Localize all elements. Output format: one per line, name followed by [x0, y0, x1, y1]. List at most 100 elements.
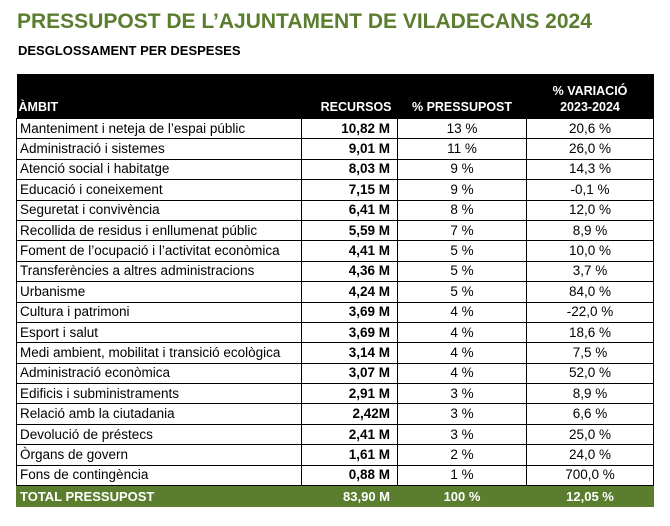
row-ambit: Manteniment i neteja de l’espai públic — [16, 117, 302, 140]
header-ambit: ÀMBIT — [16, 74, 302, 119]
header-variacio-line2: 2023-2024 — [560, 100, 620, 114]
row-recursos: 4,41 M — [301, 240, 398, 262]
total-variacio: 12,05 % — [526, 485, 654, 508]
row-variacio: 6,6 % — [526, 403, 654, 425]
header-variacio: % VARIACIÓ 2023-2024 — [526, 74, 654, 119]
row-pressupost: 3 % — [397, 423, 527, 446]
table-row: Recollida de residus i enllumenat públic… — [16, 219, 654, 242]
row-variacio: 14,3 % — [526, 158, 654, 181]
table-header: ÀMBIT RECURSOS % PRESSUPOST % VARIACIÓ 2… — [16, 74, 654, 119]
table-body: Manteniment i neteja de l’espai públic 10… — [16, 117, 654, 487]
row-recursos: 3,14 M — [301, 342, 398, 364]
row-recursos: 6,41 M — [301, 199, 398, 221]
row-ambit: Relació amb la ciutadania — [16, 403, 302, 425]
row-variacio: 10,0 % — [526, 240, 654, 262]
row-pressupost: 5 % — [397, 240, 527, 262]
row-ambit: Devolució de préstecs — [16, 423, 302, 446]
row-ambit: Foment de l’ocupació i l’activitat econò… — [16, 240, 302, 262]
total-row: TOTAL PRESSUPOST 83,90 M 100 % 12,05 % — [16, 485, 654, 508]
row-variacio: 52,0 % — [526, 362, 654, 385]
row-recursos: 10,82 M — [301, 117, 398, 140]
total-recursos: 83,90 M — [301, 485, 398, 508]
table-row: Relació amb la ciutadania 2,42M 3 % 6,6 % — [16, 403, 654, 425]
page-subtitle: DESGLOSSAMENT PER DESPESES — [18, 43, 241, 58]
header-pressupost: % PRESSUPOST — [397, 74, 527, 119]
row-recursos: 0,88 M — [301, 464, 398, 487]
row-pressupost: 4 % — [397, 362, 527, 385]
budget-table: ÀMBIT RECURSOS % PRESSUPOST % VARIACIÓ 2… — [16, 74, 654, 508]
row-ambit: Administració i sistemes — [16, 138, 302, 160]
row-pressupost: 4 % — [397, 301, 527, 323]
row-variacio: 18,6 % — [526, 321, 654, 344]
row-ambit: Òrgans de govern — [16, 444, 302, 466]
header-recursos: RECURSOS — [301, 74, 398, 119]
row-ambit: Atenció social i habitatge — [16, 158, 302, 181]
row-pressupost: 9 % — [397, 179, 527, 201]
row-ambit: Fons de contingència — [16, 464, 302, 487]
row-ambit: Edificis i subministraments — [16, 383, 302, 405]
total-ambit: TOTAL PRESSUPOST — [16, 485, 302, 508]
row-variacio: 12,0 % — [526, 199, 654, 221]
page-title: PRESSUPOST DE L’AJUNTAMENT DE VILADECANS… — [17, 10, 592, 33]
row-pressupost: 4 % — [397, 321, 527, 344]
row-recursos: 9,01 M — [301, 138, 398, 160]
row-recursos: 3,69 M — [301, 301, 398, 323]
row-recursos: 3,07 M — [301, 362, 398, 385]
row-pressupost: 1 % — [397, 464, 527, 487]
row-variacio: 8,9 % — [526, 219, 654, 242]
row-pressupost: 3 % — [397, 383, 527, 405]
table-row: Transferències a altres administracions 4… — [16, 260, 654, 283]
row-pressupost: 2 % — [397, 444, 527, 466]
table-row: Administració i sistemes 9,01 M 11 % 26,0 % — [16, 138, 654, 160]
row-variacio: 7,5 % — [526, 342, 654, 364]
total-pressupost: 100 % — [397, 485, 527, 508]
row-variacio: 24,0 % — [526, 444, 654, 466]
row-pressupost: 11 % — [397, 138, 527, 160]
row-recursos: 1,61 M — [301, 444, 398, 466]
row-ambit: Cultura i patrimoni — [16, 301, 302, 323]
row-ambit: Esport i salut — [16, 321, 302, 344]
row-variacio: -0,1 % — [526, 179, 654, 201]
table-footer: TOTAL PRESSUPOST 83,90 M 100 % 12,05 % — [16, 485, 654, 508]
row-pressupost: 9 % — [397, 158, 527, 181]
row-recursos: 8,03 M — [301, 158, 398, 181]
row-variacio: -22,0 % — [526, 301, 654, 323]
row-pressupost: 7 % — [397, 219, 527, 242]
row-variacio: 84,0 % — [526, 281, 654, 303]
row-ambit: Recollida de residus i enllumenat públic — [16, 219, 302, 242]
row-recursos: 2,41 M — [301, 423, 398, 446]
row-variacio: 8,9 % — [526, 383, 654, 405]
row-ambit: Educació i coneixement — [16, 179, 302, 201]
row-ambit: Medi ambient, mobilitat i transició ecol… — [16, 342, 302, 364]
table-row: Medi ambient, mobilitat i transició ecol… — [16, 342, 654, 364]
table-row: Foment de l’ocupació i l’activitat econò… — [16, 240, 654, 262]
table-row: Manteniment i neteja de l’espai públic 10… — [16, 117, 654, 140]
row-pressupost: 4 % — [397, 342, 527, 364]
row-variacio: 700,0 % — [526, 464, 654, 487]
row-variacio: 25,0 % — [526, 423, 654, 446]
row-ambit: Transferències a altres administracions — [16, 260, 302, 283]
row-ambit: Administració econòmica — [16, 362, 302, 385]
row-recursos: 2,91 M — [301, 383, 398, 405]
row-recursos: 7,15 M — [301, 179, 398, 201]
row-recursos: 5,59 M — [301, 219, 398, 242]
row-recursos: 4,36 M — [301, 260, 398, 283]
row-variacio: 3,7 % — [526, 260, 654, 283]
row-ambit: Seguretat i convivència — [16, 199, 302, 221]
row-recursos: 4,24 M — [301, 281, 398, 303]
row-pressupost: 8 % — [397, 199, 527, 221]
header-variacio-line1: % VARIACIÓ — [552, 84, 628, 98]
row-recursos: 2,42M — [301, 403, 398, 425]
row-variacio: 26,0 % — [526, 138, 654, 160]
row-variacio: 20,6 % — [526, 117, 654, 140]
row-recursos: 3,69 M — [301, 321, 398, 344]
